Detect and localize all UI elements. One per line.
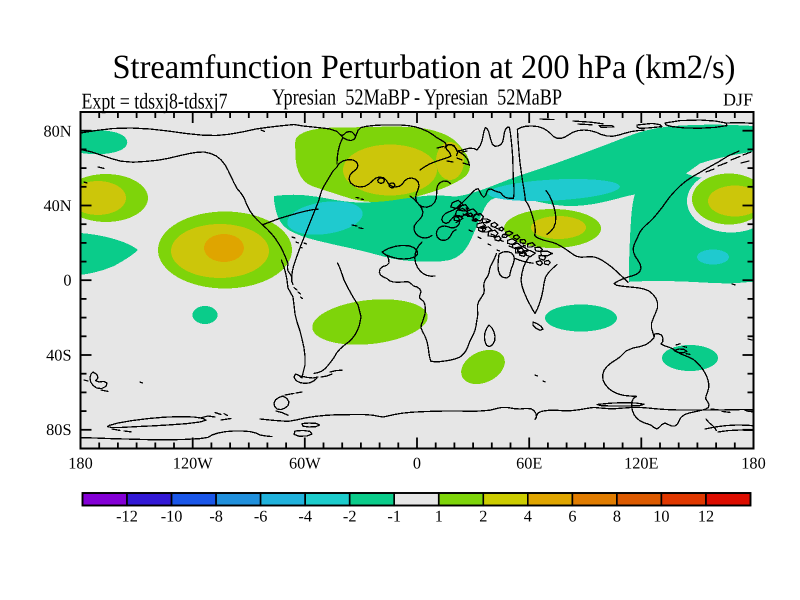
svg-text:10: 10	[653, 507, 669, 526]
svg-text:120W: 120W	[173, 454, 213, 473]
svg-text:Streamfunction Perturbation at: Streamfunction Perturbation at 200 hPa (…	[113, 49, 736, 86]
svg-text:2: 2	[479, 507, 487, 526]
svg-text:8: 8	[613, 507, 621, 526]
svg-text:0: 0	[63, 271, 71, 290]
svg-text:12: 12	[698, 507, 714, 526]
svg-text:0: 0	[413, 454, 421, 473]
svg-text:40S: 40S	[46, 345, 71, 364]
svg-text:-1: -1	[387, 507, 401, 526]
svg-text:-8: -8	[209, 507, 223, 526]
svg-text:-10: -10	[161, 507, 183, 526]
svg-text:60E: 60E	[516, 454, 542, 473]
svg-text:-4: -4	[298, 507, 312, 526]
svg-text:60W: 60W	[289, 454, 321, 473]
svg-text:6: 6	[568, 507, 576, 526]
svg-text:-12: -12	[116, 507, 138, 526]
svg-text:Expt = tdsxj8-tdsxj7: Expt = tdsxj8-tdsxj7	[82, 89, 228, 114]
svg-text:40N: 40N	[43, 196, 71, 215]
svg-text:-2: -2	[343, 507, 357, 526]
svg-text:Ypresian 52MaBP - Ypresian 5: Ypresian 52MaBP - Ypresian 52MaBP	[272, 84, 562, 109]
svg-text:DJF: DJF	[723, 90, 753, 110]
svg-text:80N: 80N	[43, 122, 71, 141]
svg-text:180: 180	[68, 454, 92, 473]
svg-text:4: 4	[524, 507, 532, 526]
svg-text:1: 1	[435, 507, 443, 526]
svg-text:120E: 120E	[624, 454, 658, 473]
svg-text:180: 180	[741, 454, 765, 473]
svg-text:-6: -6	[254, 507, 268, 526]
svg-text:80S: 80S	[46, 420, 71, 439]
